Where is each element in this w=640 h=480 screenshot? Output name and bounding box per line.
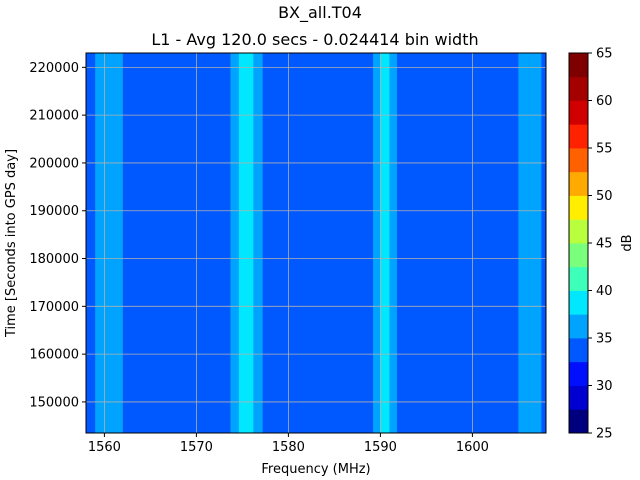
colorbar-tick-label: 45 bbox=[596, 237, 613, 252]
heatmap-band bbox=[373, 53, 381, 433]
y-axis-label: Time [Seconds into GPS day] bbox=[4, 149, 19, 338]
colorbar-segment bbox=[569, 361, 588, 386]
colorbar-segment bbox=[569, 219, 588, 244]
y-tick-label: 190000 bbox=[29, 204, 79, 219]
y-tick-label: 170000 bbox=[29, 300, 79, 315]
y-tick-label: 200000 bbox=[29, 156, 79, 171]
y-tick-label: 160000 bbox=[29, 348, 79, 363]
x-tick-label: 1570 bbox=[180, 440, 213, 455]
chart-title: BX_all.T04 bbox=[278, 3, 362, 23]
chart-subtitle: L1 - Avg 120.0 secs - 0.024414 bin width bbox=[151, 30, 478, 49]
x-axis: 1560 1570 1580 1590 1600 bbox=[88, 433, 489, 455]
x-tick-label: 1590 bbox=[364, 440, 397, 455]
heatmap-band bbox=[113, 53, 123, 433]
colorbar-segment bbox=[569, 124, 588, 149]
colorbar-segment bbox=[569, 385, 588, 410]
x-tick-label: 1580 bbox=[272, 440, 305, 455]
plot-frame bbox=[85, 52, 547, 434]
colorbar-tick-label: 60 bbox=[596, 94, 613, 109]
colorbar-tick-label: 30 bbox=[596, 379, 613, 394]
y-axis: 150000 160000 170000 180000 190000 200000 2100… bbox=[29, 61, 86, 410]
heatmap-band bbox=[529, 53, 542, 433]
y-tick-label: 220000 bbox=[29, 61, 79, 76]
colorbar-segment bbox=[569, 409, 588, 434]
colorbar-tick-label: 55 bbox=[596, 142, 613, 157]
colorbar-segment bbox=[569, 195, 588, 220]
colorbar-segment bbox=[569, 100, 588, 125]
y-tick-label: 180000 bbox=[29, 252, 79, 267]
heatmap-band bbox=[518, 53, 530, 433]
x-tick-label: 1560 bbox=[88, 440, 121, 455]
colorbar-segment bbox=[569, 171, 588, 196]
colorbar-tick-label: 50 bbox=[596, 189, 613, 204]
colorbar-segment bbox=[569, 76, 588, 101]
colorbar: 25 30 35 40 45 50 55 60 65 bbox=[568, 47, 613, 442]
x-axis-label: Frequency (MHz) bbox=[261, 462, 370, 477]
y-tick-label: 210000 bbox=[29, 109, 79, 124]
heatmap-band bbox=[389, 53, 397, 433]
colorbar-segment bbox=[569, 338, 588, 363]
y-tick-label: 150000 bbox=[29, 395, 79, 410]
heatmap-background bbox=[86, 53, 546, 433]
colorbar-segment bbox=[569, 266, 588, 291]
grid bbox=[86, 53, 546, 433]
colorbar-segment bbox=[569, 53, 588, 78]
colorbar-tick-label: 40 bbox=[596, 284, 613, 299]
heatmap-band bbox=[253, 53, 263, 433]
colorbar-tick-label: 65 bbox=[596, 47, 613, 62]
heatmap-cells bbox=[86, 53, 546, 433]
colorbar-segment bbox=[569, 243, 588, 268]
heatmap-band bbox=[380, 53, 390, 433]
heatmap-band bbox=[238, 53, 254, 433]
colorbar-tick-label: 35 bbox=[596, 332, 613, 347]
heatmap-band bbox=[230, 53, 239, 433]
x-tick-label: 1600 bbox=[456, 440, 489, 455]
plot-area bbox=[85, 52, 547, 434]
colorbar-label: dB bbox=[620, 234, 635, 251]
colorbar-segment bbox=[569, 314, 588, 339]
colorbar-segment bbox=[569, 290, 588, 315]
colorbar-segment bbox=[569, 148, 588, 173]
colorbar-tick-label: 25 bbox=[596, 427, 613, 442]
